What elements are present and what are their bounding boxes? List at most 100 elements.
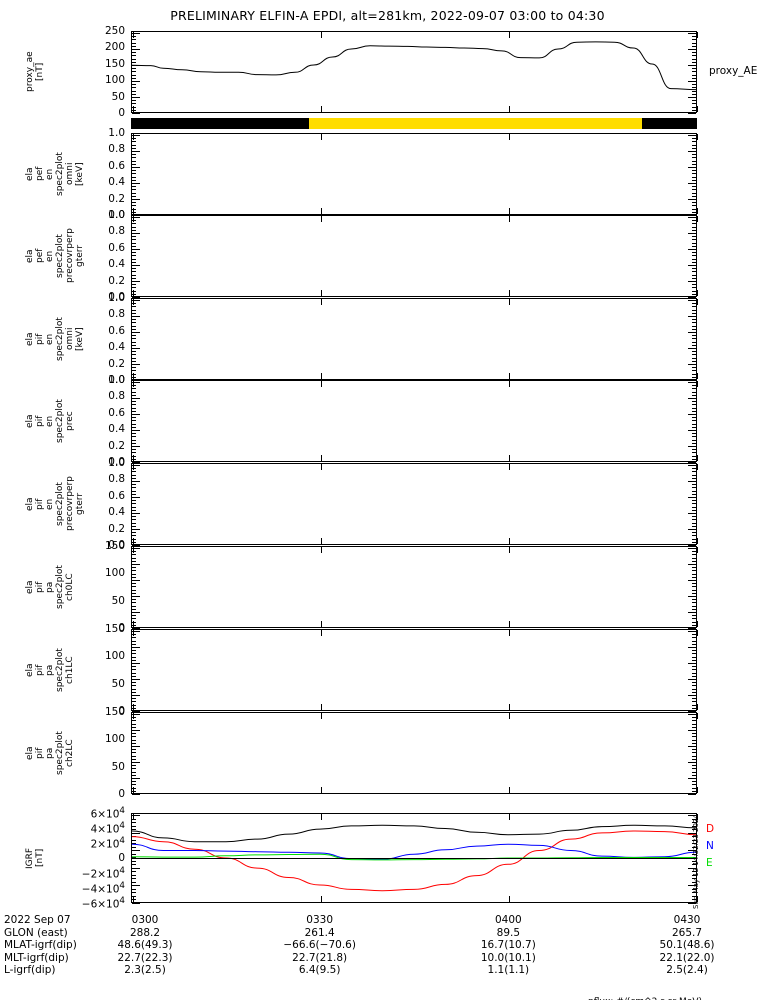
- ylabel-line: ch1LC: [65, 656, 75, 684]
- ytick-label: 1.0: [108, 457, 125, 469]
- ytick-label: 1.0: [108, 374, 125, 386]
- ylabel-line: [nT]: [35, 848, 45, 868]
- zero-line: [132, 858, 696, 859]
- ytick-label: 0.0: [108, 209, 125, 221]
- bottom-cell-mlt: 10.0(10.1): [480, 951, 536, 964]
- ylabel-line: ch0LC: [65, 573, 75, 601]
- ytick-label: 0.8: [108, 225, 125, 238]
- ylabel-ela-pif-pa-ch2lc: ela pif pa spec2plot ch2LC: [25, 712, 97, 794]
- ytick-label: 150: [104, 623, 125, 635]
- ytick-label: 0.2: [108, 522, 125, 535]
- ylabel-line: spec2plot: [55, 565, 65, 609]
- bottom-cell-l: 2.3(2.5): [124, 964, 166, 976]
- ytick-label: 0.0: [108, 291, 125, 303]
- bottom-cell-mlat: 50.1(48.6): [659, 939, 715, 951]
- ytick-label: 0: [118, 852, 125, 864]
- ylabel-line: en: [45, 168, 55, 180]
- ylabel-line: ela: [25, 332, 35, 346]
- ylabel-line: ela: [25, 167, 35, 181]
- panel-ela-pif-pa-ch0lc: [131, 546, 698, 629]
- ylabel-line: pa: [45, 747, 55, 759]
- ylabel-line: pa: [45, 664, 55, 676]
- ytick-label: 0: [118, 788, 125, 800]
- ytick-label: 150: [104, 540, 125, 552]
- ytick-label: 0.6: [108, 241, 125, 254]
- ylabel-ela-pif-pa-ch1lc: ela pif pa spec2plot ch1LC: [25, 629, 97, 711]
- bottom-cell-glon: 288.2: [129, 926, 161, 939]
- ylabel-line: en: [45, 415, 55, 427]
- ylabel-line: pef: [35, 248, 45, 264]
- ylabel-line: pef: [35, 166, 45, 182]
- bottom-cell-mlt: 22.1(22.0): [659, 951, 715, 964]
- ytick-label: 0.2: [108, 439, 125, 452]
- ylabel-line: ela: [25, 414, 35, 428]
- ytick-label: 0.6: [108, 489, 125, 502]
- ytick-label: 100: [104, 650, 125, 663]
- footer-line-1: nflux: #/(cm^2 s sr MeV): [588, 997, 751, 1000]
- side-timestamp: Sun May 12 14:32:23 2024: [692, 814, 700, 909]
- ylabel-line: ela: [25, 580, 35, 594]
- ytick-label: 0.0: [108, 374, 125, 386]
- ytick-label: 100: [104, 567, 125, 580]
- panel-ela-pif-en-prec: [131, 380, 698, 463]
- panel-ela-pif-en-omni: [131, 298, 698, 381]
- bottom-cell-time: 0330: [306, 914, 334, 926]
- ytick-label: 0: [118, 622, 125, 634]
- panel-ela-pef-en-precovrperp-gterr: [131, 215, 698, 298]
- ytick-label: 150: [104, 706, 125, 718]
- ytick-label: 0.8: [108, 473, 125, 486]
- science-zone-segment-off: [642, 118, 697, 129]
- bottom-cell-time: 0400: [494, 914, 522, 926]
- ylabel-line: en: [45, 250, 55, 262]
- legend-label-D: D: [706, 823, 715, 835]
- ytick-label: 0.0: [108, 539, 125, 551]
- trace-N: [132, 843, 696, 860]
- ylabel-line: pif: [35, 415, 45, 427]
- ytick-label: −4×104: [81, 880, 125, 896]
- ytick-label: 4×104: [90, 820, 125, 836]
- ylabel-line: ela: [25, 746, 35, 760]
- ylabel-line: pif: [35, 581, 45, 593]
- ytick-label: 0.2: [108, 357, 125, 370]
- bottom-cell-mlat: 48.6(49.3): [117, 939, 173, 951]
- panel-ela-pef-en-omni: [131, 133, 698, 216]
- ytick-label: 150: [104, 57, 125, 70]
- ytick-label: 0.0: [108, 456, 125, 468]
- bottom-cell-mlt: 22.7(22.3): [117, 951, 173, 964]
- bottom-cell-glon: 261.4: [304, 926, 335, 939]
- ylabel-line: pif: [35, 664, 45, 676]
- ytick-label: 0.8: [108, 390, 125, 403]
- trace-layer: [132, 824, 696, 892]
- bottom-cell-mlat: 16.7(10.7): [480, 939, 536, 951]
- ytick-label: 1.0: [108, 127, 125, 139]
- page-title: PRELIMINARY ELFIN-A EPDI, alt=281km, 202…: [170, 8, 605, 23]
- ylabel-line: [nT]: [35, 62, 45, 82]
- ytick-label: 2×104: [90, 835, 125, 851]
- ytick-label: 6×104: [90, 805, 125, 821]
- ytick-label: 100: [104, 733, 125, 746]
- ytick-label: 0.8: [108, 143, 125, 156]
- trace-E: [132, 853, 696, 861]
- science-zone-segment-on: [308, 118, 643, 129]
- trace-proxy_AE: [132, 41, 696, 91]
- ytick-label: 0.6: [108, 159, 125, 172]
- ytick-label: 1.0: [108, 292, 125, 304]
- ytick-label: 0.2: [108, 274, 125, 287]
- ylabel-line: IGRF: [25, 847, 35, 869]
- ytick-label: 0.6: [108, 324, 125, 337]
- ytick-label: −6×104: [81, 895, 125, 911]
- legend-label-proxy-ae: proxy_AE: [709, 65, 758, 77]
- ylabel-line: pif: [35, 333, 45, 345]
- ytick-label: 0.8: [108, 308, 125, 321]
- panel-ela-pif-pa-ch1lc: [131, 629, 698, 712]
- ylabel-line: ela: [25, 497, 35, 511]
- ylabel-line: spec2plot: [55, 731, 65, 775]
- ytick-label: 50: [111, 760, 125, 773]
- ylabel-line: en: [45, 498, 55, 510]
- ytick-label: −2×104: [81, 865, 125, 881]
- footer-text: nflux: #/(cm^2 s sr MeV) Created: Sun Ma…: [588, 975, 751, 1000]
- legend-label-N: N: [706, 840, 714, 852]
- panel-ela-pif-pa-ch2lc: [131, 712, 698, 795]
- bottom-row-label: L-igrf(dip): [4, 964, 56, 976]
